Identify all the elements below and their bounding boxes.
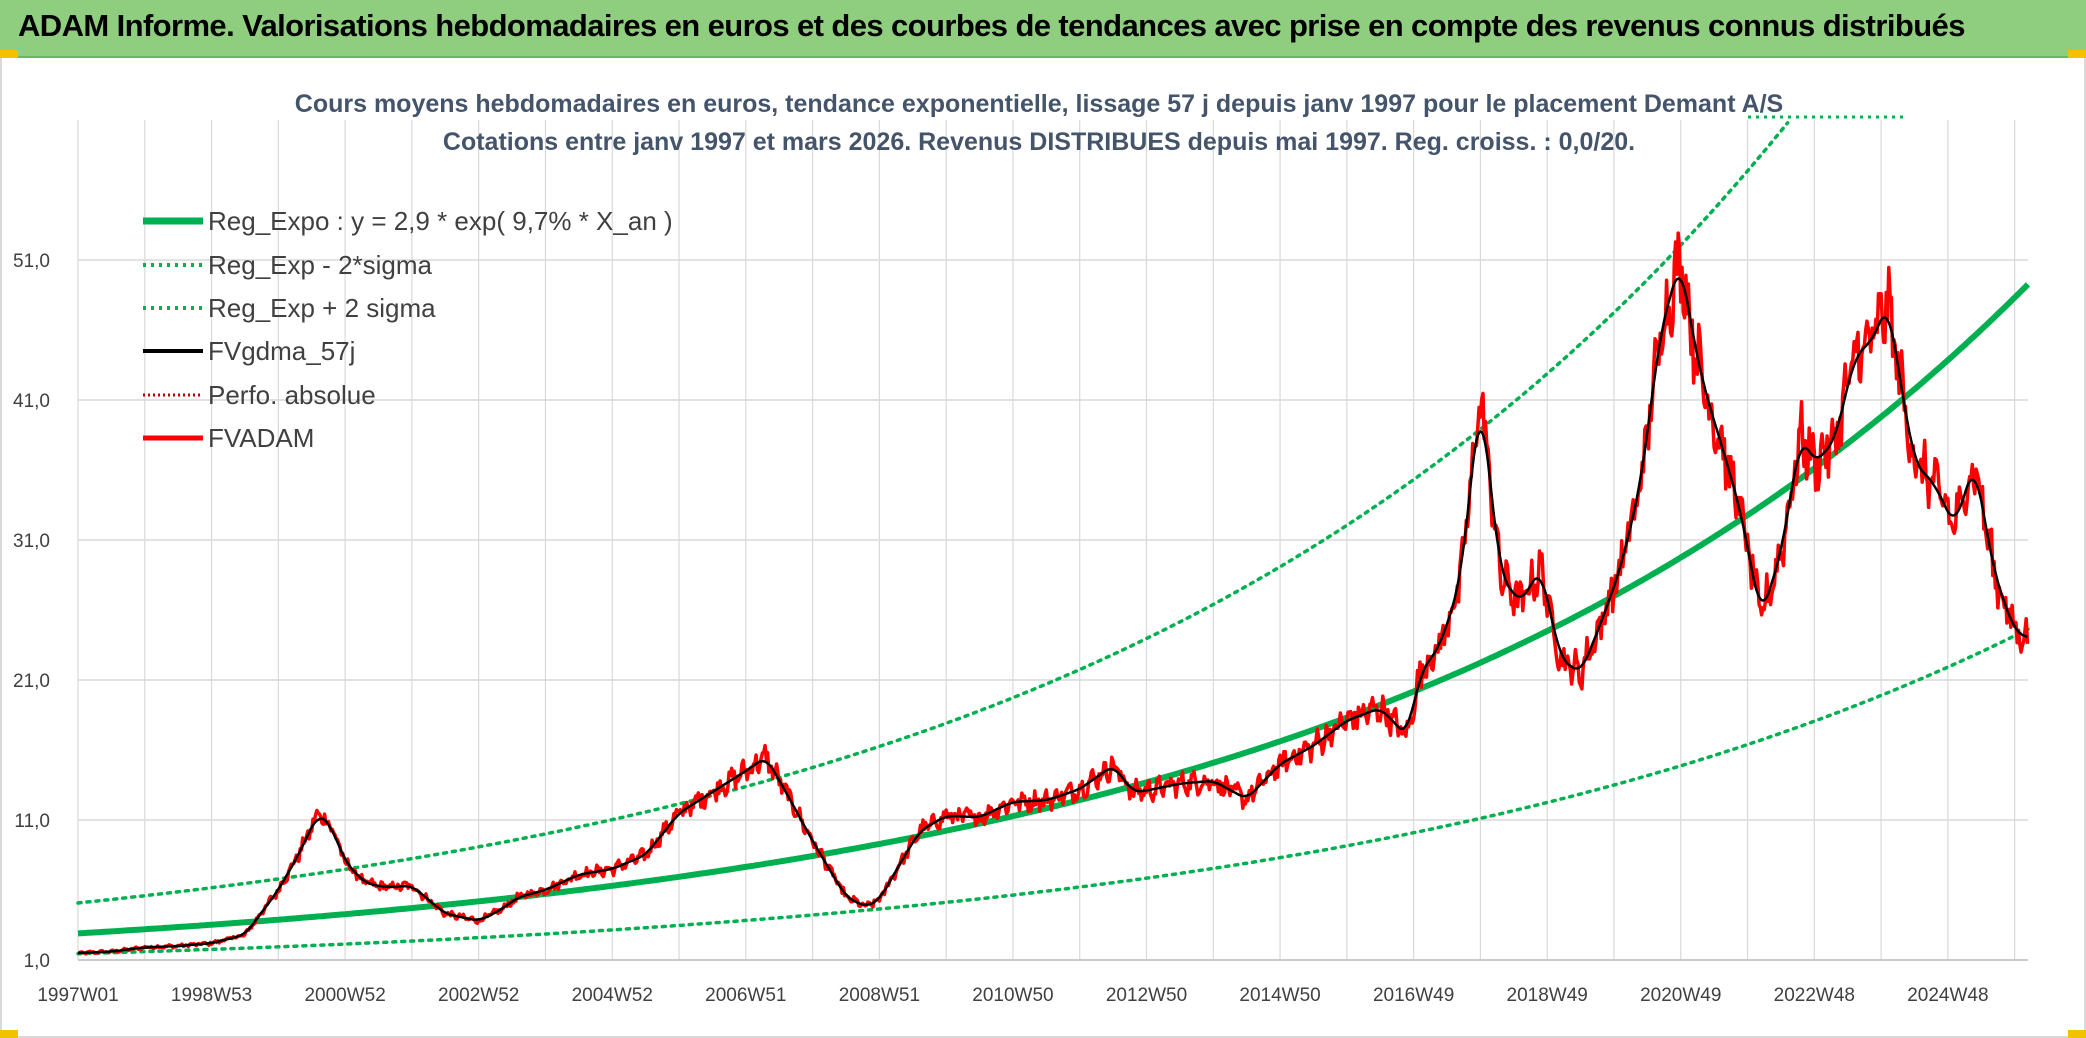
y-axis-ticks: 1,0 11,0 21,0 31,0 41,0 51,0 xyxy=(13,251,50,972)
corner-mark xyxy=(2068,50,2086,58)
chart-title-line-2: Cotations entre janv 1997 et mars 2026. … xyxy=(443,128,1635,156)
y-tick-label: 51,0 xyxy=(13,251,50,272)
legend-label-reg-high: Reg_Exp + 2 sigma xyxy=(208,293,436,323)
x-tick-label: 2008W51 xyxy=(839,985,920,1006)
chart-title-line-1: Cours moyens hebdomadaires en euros, ten… xyxy=(295,90,1783,118)
x-tick-label: 1998W53 xyxy=(171,985,252,1006)
x-tick-label: 2012W50 xyxy=(1106,985,1187,1006)
x-tick-label: 2000W52 xyxy=(304,985,385,1006)
banner-title: ADAM Informe. Valorisations hebdomadaire… xyxy=(18,8,1965,43)
y-tick-label: 31,0 xyxy=(13,531,50,552)
y-tick-label: 41,0 xyxy=(13,391,50,412)
y-tick-label: 21,0 xyxy=(13,671,50,692)
legend-label-perfo: Perfo. absolue xyxy=(208,380,376,410)
x-tick-label: 2016W49 xyxy=(1373,985,1454,1006)
y-tick-label: 1,0 xyxy=(24,951,50,972)
fvadam-price-line xyxy=(77,231,2030,956)
grid xyxy=(77,120,2028,961)
x-tick-label: 2010W50 xyxy=(972,985,1053,1006)
x-tick-label: 2014W50 xyxy=(1239,985,1320,1006)
series-layer xyxy=(76,121,2031,956)
reg-plus-2sigma-line xyxy=(76,121,1790,905)
x-tick-label: 2004W52 xyxy=(572,985,653,1006)
x-tick-label: 2024W48 xyxy=(1907,985,1988,1006)
x-tick-label: 2022W48 xyxy=(1774,985,1855,1006)
banner: ADAM Informe. Valorisations hebdomadaire… xyxy=(0,0,2086,58)
legend: Reg_Expo : y = 2,9 * exp( 9,7% * X_an ) … xyxy=(143,206,673,453)
x-tick-label: 2020W49 xyxy=(1640,985,1721,1006)
legend-label-reg-expo: Reg_Expo : y = 2,9 * exp( 9,7% * X_an ) xyxy=(208,206,673,236)
legend-label-smooth: FVgdma_57j xyxy=(208,336,355,366)
x-axis-ticks: 1997W01 1998W53 2000W52 2002W52 2004W52 2006W… xyxy=(37,985,1988,1006)
x-tick-label: 2018W49 xyxy=(1507,985,1588,1006)
y-tick-label: 11,0 xyxy=(14,811,50,832)
x-tick-label: 2002W52 xyxy=(438,985,519,1006)
fvgdma-smooth-line xyxy=(78,277,2028,955)
x-tick-label: 1997W01 xyxy=(37,985,118,1006)
x-tick-label: 2006W51 xyxy=(705,985,786,1006)
legend-label-reg-low: Reg_Exp - 2*sigma xyxy=(208,250,433,280)
legend-label-price: FVADAM xyxy=(208,423,314,453)
reg-minus-2sigma-line xyxy=(76,627,2030,956)
corner-mark xyxy=(2068,1030,2086,1038)
corner-mark xyxy=(0,50,18,58)
corner-mark xyxy=(0,1030,18,1038)
